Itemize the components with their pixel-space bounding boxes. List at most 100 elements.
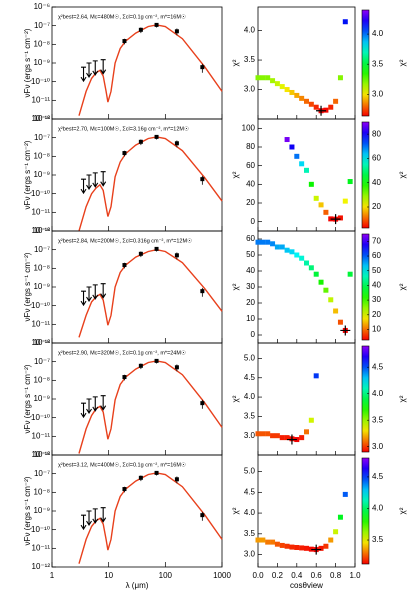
model-sed xyxy=(78,136,223,232)
y-axis-label: χ² xyxy=(231,507,240,514)
chi2-point xyxy=(299,95,305,101)
y-tick-label: 10⁻⁷ xyxy=(34,469,50,478)
y-tick-label: 10⁻¹¹ xyxy=(32,543,51,552)
x-tick-label: 0.0 xyxy=(252,571,264,580)
plot-frame xyxy=(51,118,223,232)
x-tick-label: 10 xyxy=(104,571,113,580)
upper-limit xyxy=(80,514,87,531)
data-point xyxy=(138,27,143,32)
y-tick-label: 10⁻⁸ xyxy=(34,263,51,272)
y-tick-label: 10⁻⁶ xyxy=(34,2,50,11)
plot-frame xyxy=(257,118,356,232)
x-axis-label: λ (μm) xyxy=(126,581,149,590)
colorbar-tick-label: 3.5 xyxy=(372,59,384,68)
colorbar-tick-label: 80 xyxy=(372,129,381,138)
plot-frame xyxy=(257,342,356,456)
model-sed xyxy=(78,360,223,454)
y-tick-label: 4.5 xyxy=(244,373,256,382)
chi2-point xyxy=(342,198,348,204)
y-tick-label: 100 xyxy=(242,123,256,132)
chi2-point xyxy=(304,429,309,435)
colorbar-tick-label: 20 xyxy=(372,310,381,319)
colorbar xyxy=(361,457,370,565)
plot-frame xyxy=(51,454,223,568)
data-point xyxy=(200,65,205,70)
chi2-point xyxy=(308,265,314,271)
chi2-point xyxy=(299,255,305,261)
y-axis-label: νFν (ergs s⁻¹ cm⁻²) xyxy=(23,28,32,97)
chi2-point xyxy=(304,167,309,173)
colorbar-tick-label: 40 xyxy=(372,281,381,290)
y-tick-label: 10⁻¹² xyxy=(32,226,51,235)
colorbar-tick-label: 4.5 xyxy=(372,362,384,371)
y-tick-label: 10⁻¹⁰ xyxy=(31,77,50,86)
y-tick-label: 10⁻⁹ xyxy=(33,170,50,179)
y-tick-label: 10⁻¹² xyxy=(32,450,51,459)
data-point xyxy=(174,29,179,34)
upper-limit xyxy=(92,60,99,76)
chi2-point xyxy=(328,297,334,303)
data-point xyxy=(154,358,159,363)
y-axis-label: χ² xyxy=(231,59,240,66)
colorbar-tick-label: 50 xyxy=(372,266,381,275)
y-tick-label: 30 xyxy=(246,282,255,291)
chi2-point xyxy=(294,92,300,98)
data-point xyxy=(174,253,179,258)
y-tick-label: 5.0 xyxy=(244,467,256,476)
best-fit-marker xyxy=(311,544,322,555)
chi2-point xyxy=(279,435,285,441)
plot-frame xyxy=(51,342,223,456)
data-point xyxy=(122,151,127,156)
annotation: χ²best=3.12, Mc=400M☉, Σcl=0.1g cm⁻², m*… xyxy=(58,461,186,468)
chi2-point xyxy=(274,433,280,439)
upper-limit xyxy=(86,510,92,527)
colorbar-label: χ² xyxy=(398,171,407,178)
annotation: χ²best=2.84, Mc=200M☉, Σcl=0.316g cm⁻², … xyxy=(58,237,192,244)
colorbar-tick-label: 4.0 xyxy=(372,504,384,513)
upper-limit xyxy=(92,508,99,524)
x-tick-label: 0.4 xyxy=(291,571,303,580)
upper-limit xyxy=(86,398,92,415)
data-point xyxy=(154,470,159,475)
chi2-point xyxy=(279,244,285,250)
y-axis-label: χ² xyxy=(231,395,240,402)
upper-limit xyxy=(100,59,107,75)
data-point xyxy=(138,475,143,480)
y-tick-label: 50 xyxy=(246,250,255,259)
y-tick-label: 40 xyxy=(246,266,255,275)
chi2-point xyxy=(313,195,319,201)
y-tick-label: 10⁻⁶ xyxy=(34,338,50,347)
chi2-point xyxy=(255,537,261,543)
chi2-point xyxy=(337,215,343,221)
chi2-point xyxy=(270,433,276,439)
upper-limit xyxy=(92,396,99,412)
data-point xyxy=(174,365,179,370)
colorbar xyxy=(361,9,370,117)
y-tick-label: 10⁻⁷ xyxy=(34,245,50,254)
chi2-point xyxy=(289,544,295,550)
y-tick-label: 10⁻⁸ xyxy=(34,375,51,384)
chi2-point xyxy=(284,137,290,143)
y-axis-label: νFν (ergs s⁻¹ cm⁻²) xyxy=(23,140,32,209)
chi2-point xyxy=(255,431,261,437)
colorbar-tick-label: 3.5 xyxy=(372,535,384,544)
chi2-point xyxy=(304,545,309,551)
plot-frame xyxy=(51,230,223,344)
chi2-point xyxy=(308,101,314,107)
y-tick-label: 10⁻¹¹ xyxy=(32,319,51,328)
plot-frame xyxy=(257,230,356,344)
colorbar-label: χ² xyxy=(398,395,407,402)
upper-limit xyxy=(80,402,87,419)
colorbar-tick-label: 60 xyxy=(372,154,381,163)
data-point xyxy=(138,139,143,144)
y-tick-label: 4.0 xyxy=(244,392,256,401)
y-tick-label: 10⁻⁷ xyxy=(34,357,50,366)
x-tick-label: 1000 xyxy=(213,571,231,580)
y-axis-label: νFν (ergs s⁻¹ cm⁻²) xyxy=(23,364,32,433)
data-point xyxy=(138,251,143,256)
y-tick-label: 5.0 xyxy=(244,354,256,363)
chi2-point xyxy=(308,417,314,423)
chi2-point xyxy=(255,239,261,245)
data-point xyxy=(174,141,179,146)
